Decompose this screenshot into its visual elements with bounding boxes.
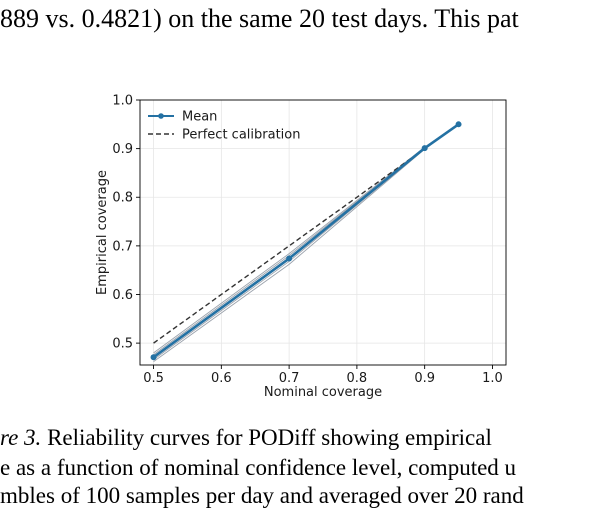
legend-mean-swatch-marker	[158, 113, 164, 119]
legend-mean-label: Mean	[182, 110, 217, 125]
body-text-top-line: 889 vs. 0.4821) on the same 20 test days…	[0, 4, 519, 33]
x-tick-label: 0.6	[211, 371, 232, 386]
mean-point	[286, 255, 293, 262]
y-tick-label: 0.5	[112, 337, 133, 352]
figure-number: re 3.	[0, 425, 42, 450]
figure-caption-line-1: re 3. Reliability curves for PODiff show…	[0, 425, 492, 451]
y-axis-label: Empirical coverage	[95, 170, 110, 295]
x-tick-label: 0.7	[279, 371, 300, 386]
mean-point	[150, 354, 157, 361]
mean-point	[421, 145, 428, 152]
y-tick-label: 1.0	[112, 94, 133, 109]
y-tick-label: 0.9	[112, 142, 133, 157]
y-tick-label: 0.7	[112, 239, 133, 254]
x-tick-label: 0.8	[347, 371, 368, 386]
y-tick-label: 0.8	[112, 191, 133, 206]
figure-caption-line-3: mbles of 100 samples per day and average…	[0, 483, 524, 508]
y-tick-label: 0.6	[112, 288, 133, 303]
caption-text: Reliability curves for PODiff showing em…	[41, 425, 492, 450]
x-tick-label: 0.5	[143, 371, 164, 386]
reliability-chart: 0.5 0.6 0.7 0.8 0.9 1.0 0.5 0.6 0.7 0.8 0.9 1.0 Nomi…	[95, 94, 507, 400]
x-axis-label: Nominal coverage	[264, 385, 382, 400]
x-tick-label: 1.0	[482, 371, 503, 386]
plot-frame	[139, 99, 507, 366]
legend-perfect-label: Perfect calibration	[182, 128, 300, 143]
figure-caption-line-2: e as a function of nominal confidence le…	[0, 455, 517, 480]
mean-point	[455, 121, 462, 128]
mean-line	[152, 123, 460, 359]
x-tick-label: 0.9	[414, 371, 435, 386]
